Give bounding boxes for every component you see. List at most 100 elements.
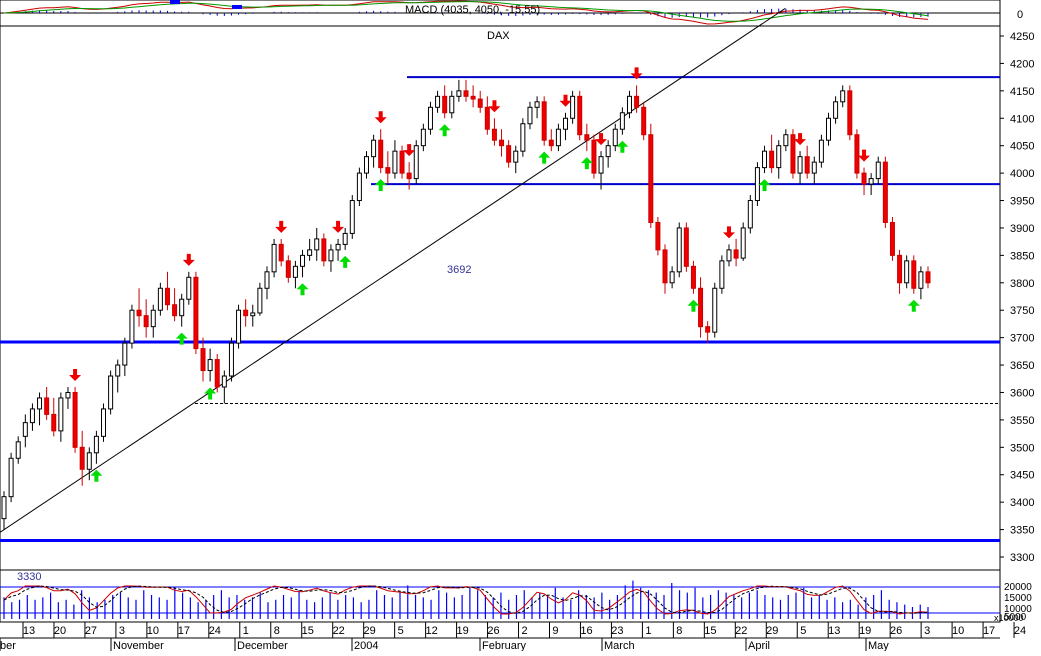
candle-body bbox=[790, 134, 796, 174]
candle-body bbox=[854, 134, 860, 174]
candle-body bbox=[598, 156, 604, 174]
candle-body bbox=[861, 172, 867, 185]
candle-body bbox=[584, 134, 590, 141]
candle-body bbox=[51, 413, 57, 432]
candle-body bbox=[435, 95, 441, 108]
candle-body bbox=[811, 161, 817, 174]
day-tick-label: 24 bbox=[209, 625, 221, 637]
candle-body bbox=[456, 90, 462, 97]
candle-body bbox=[363, 156, 369, 174]
day-tick-label: 19 bbox=[859, 625, 871, 637]
sell-arrow-icon bbox=[559, 94, 572, 107]
candle-body bbox=[648, 134, 654, 223]
candle-body bbox=[406, 172, 412, 180]
candle-body bbox=[122, 342, 128, 366]
day-tick-label: 1 bbox=[645, 625, 651, 637]
candle-body bbox=[8, 457, 14, 498]
sell-arrow-icon bbox=[488, 100, 501, 113]
candle-body bbox=[804, 156, 810, 174]
price-tick-label: 4050 bbox=[1010, 141, 1034, 153]
month-tick-label: February bbox=[482, 640, 527, 651]
candle-body bbox=[520, 123, 526, 152]
price-tick-label: 3900 bbox=[1010, 223, 1034, 235]
candle-body bbox=[186, 276, 192, 300]
candle-body bbox=[698, 287, 704, 328]
sell-arrow-icon bbox=[403, 144, 416, 157]
day-tick-label: 29 bbox=[364, 625, 376, 637]
candle-body bbox=[285, 260, 291, 278]
candle-body bbox=[157, 287, 163, 311]
candle-body bbox=[840, 90, 846, 103]
annotation-3330: 3330 bbox=[17, 571, 41, 583]
sell-arrow-icon bbox=[794, 133, 807, 146]
day-tick-label: 27 bbox=[85, 625, 97, 637]
candle-body bbox=[278, 243, 284, 262]
month-tick-label: November bbox=[113, 640, 164, 651]
candle-body bbox=[733, 249, 739, 259]
day-tick-label: 9 bbox=[552, 625, 558, 637]
candle-body bbox=[818, 139, 824, 163]
candle-body bbox=[300, 254, 306, 267]
candle-body bbox=[449, 95, 455, 114]
candle-body bbox=[420, 128, 426, 147]
sell-arrow-icon bbox=[858, 149, 871, 162]
candle-body bbox=[548, 139, 554, 147]
sell-arrow-icon bbox=[722, 226, 735, 239]
candle-body bbox=[314, 238, 320, 251]
price-tick-label: 4150 bbox=[1010, 86, 1034, 98]
candle-body bbox=[612, 128, 618, 147]
buy-arrow-icon bbox=[204, 387, 217, 400]
month-tick-label: December bbox=[237, 640, 288, 651]
price-tick-label: 3850 bbox=[1010, 250, 1034, 262]
price-tick-label: 4100 bbox=[1010, 113, 1034, 125]
candle-body bbox=[619, 112, 625, 130]
candle-body bbox=[371, 139, 377, 158]
price-panel: DAX 3692 bbox=[0, 8, 1001, 571]
day-tick-label: 20 bbox=[54, 625, 66, 637]
sell-arrow-icon bbox=[374, 111, 387, 124]
candle-body bbox=[897, 254, 903, 284]
candle-body bbox=[349, 200, 355, 234]
day-tick-label: 3 bbox=[119, 625, 125, 637]
candle-body bbox=[470, 95, 476, 100]
buy-arrow-icon bbox=[90, 469, 103, 482]
candle-body bbox=[257, 287, 263, 314]
candle-body bbox=[626, 95, 632, 114]
candle-body bbox=[591, 139, 597, 174]
candle-body bbox=[904, 260, 910, 284]
trendline bbox=[0, 8, 786, 533]
price-tick-label: 3700 bbox=[1010, 333, 1034, 345]
candle-body bbox=[875, 161, 881, 180]
day-tick-label: 23 bbox=[611, 625, 623, 637]
macd-signal-line bbox=[3, 1, 929, 22]
candle-body bbox=[754, 167, 760, 202]
candle-body bbox=[328, 249, 334, 262]
candle-body bbox=[150, 309, 156, 328]
candle-body bbox=[641, 106, 647, 136]
candle-body bbox=[200, 348, 206, 372]
candle-body bbox=[72, 391, 78, 448]
day-tick-label: 3 bbox=[924, 625, 930, 637]
day-tick-label: 10 bbox=[147, 625, 159, 637]
candle-body bbox=[506, 145, 512, 163]
x-axis: 13 20 27 3 10 17 24 1 8 15 22 29 5 12 19 26 2 9 16 23 1 8 15 22… bbox=[0, 621, 1026, 652]
macd-marker bbox=[170, 0, 180, 4]
candle-body bbox=[484, 106, 490, 130]
candle-body bbox=[911, 260, 917, 289]
candle-body bbox=[172, 304, 178, 317]
price-tick-label: 3800 bbox=[1010, 278, 1034, 290]
day-tick-label: 8 bbox=[274, 625, 280, 637]
day-tick-label: 17 bbox=[178, 625, 190, 637]
month-tick-label: 2004 bbox=[354, 640, 378, 651]
candle-body bbox=[385, 167, 391, 174]
candle-body bbox=[101, 408, 107, 437]
candle-body bbox=[442, 95, 448, 114]
buy-arrow-icon bbox=[538, 151, 551, 164]
candle-body bbox=[747, 200, 753, 229]
candle-body bbox=[264, 271, 270, 289]
candle-body bbox=[726, 249, 732, 262]
price-tick-label: 3450 bbox=[1010, 470, 1034, 482]
candle-body bbox=[541, 101, 547, 141]
candle-body bbox=[115, 364, 121, 377]
